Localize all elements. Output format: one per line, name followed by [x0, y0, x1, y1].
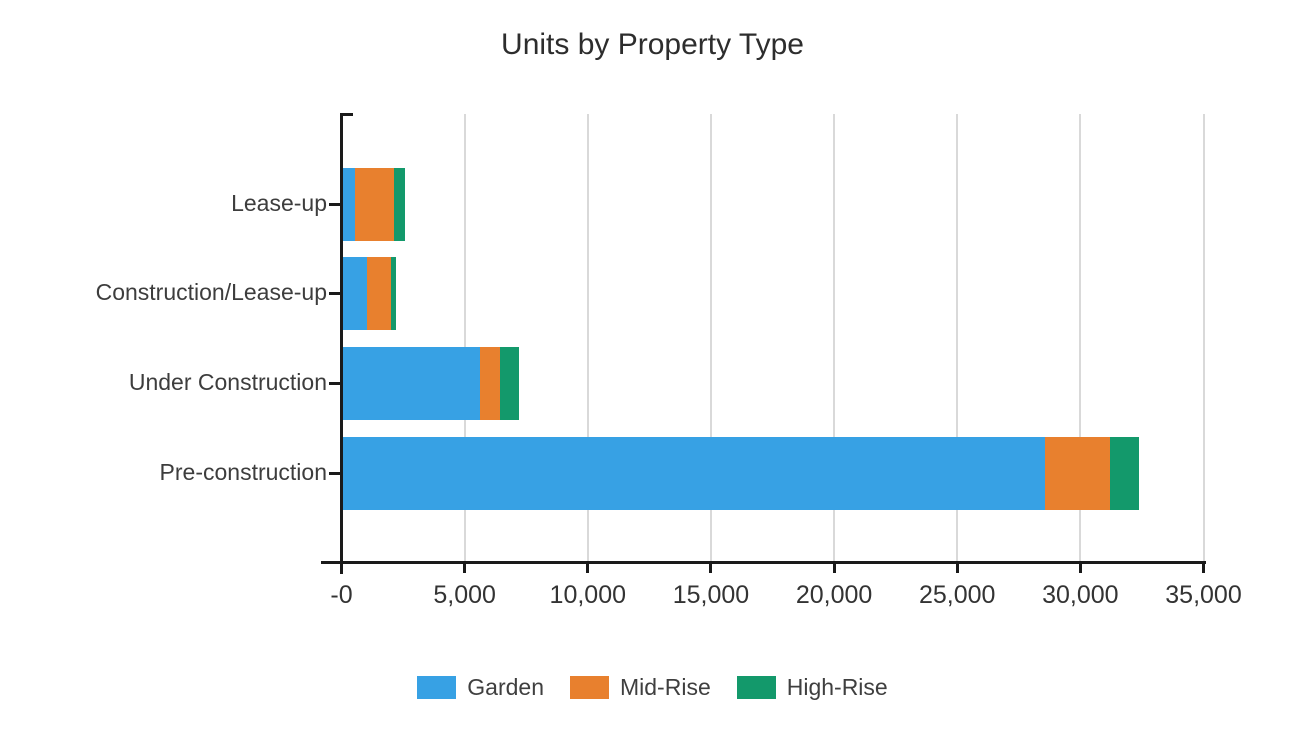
gridline-10000	[586, 114, 589, 561]
x-tick-15000	[709, 561, 713, 573]
x-tick-label-10000: 10,000	[549, 581, 627, 609]
x-tick-35000	[1202, 561, 1205, 573]
y-tick-under-construction	[329, 381, 340, 385]
x-tick-label-0: -0	[330, 581, 353, 609]
legend-item-mid-rise[interactable]: Mid-Rise	[570, 674, 711, 701]
y-axis-top-cap	[340, 113, 353, 116]
x-tick-label-20000: 20,000	[795, 581, 873, 609]
gridline-15000	[709, 114, 712, 561]
x-tick-label-25000: 25,000	[918, 581, 996, 609]
bar-segment-high-rise-lease-up	[393, 167, 406, 241]
bar-row-construction-lease-up	[342, 256, 396, 330]
gridline-30000	[1079, 114, 1082, 561]
bar-segment-garden-under-construction	[342, 346, 480, 420]
legend: Garden Mid-Rise High-Rise	[0, 674, 1305, 701]
bar-segment-high-rise-construction-lease-up	[391, 256, 396, 330]
category-label-construction-lease-up: Construction/Lease-up	[95, 279, 327, 305]
gridline-25000	[956, 114, 959, 561]
legend-label-garden: Garden	[467, 674, 544, 700]
gridline-5000	[463, 114, 466, 561]
x-tick-label-35000: 35,000	[1165, 581, 1242, 609]
gridline-35000	[1202, 114, 1205, 561]
bar-segment-garden-construction-lease-up	[342, 256, 368, 330]
legend-swatch-garden	[417, 676, 457, 699]
y-tick-lease-up	[329, 202, 340, 206]
bar-segment-mid-rise-construction-lease-up	[367, 256, 391, 330]
bar-segment-high-rise-under-construction	[499, 346, 519, 420]
gridline-20000	[833, 114, 836, 561]
x-tick-5000	[463, 561, 467, 573]
x-tick-25000	[955, 561, 959, 573]
category-label-under-construction: Under Construction	[128, 369, 327, 395]
bar-segment-mid-rise-lease-up	[354, 167, 394, 241]
legend-swatch-high-rise	[736, 676, 776, 699]
bar-segment-mid-rise-under-construction	[479, 346, 500, 420]
y-tick-pre-construction	[329, 471, 340, 475]
legend-label-mid-rise: Mid-Rise	[620, 674, 711, 700]
x-tick-label-15000: 15,000	[672, 581, 750, 609]
bar-row-pre-construction	[342, 436, 1140, 510]
bar-segment-high-rise-pre-construction	[1110, 436, 1140, 510]
x-axis	[321, 561, 1206, 564]
x-tick-label-30000: 30,000	[1042, 581, 1119, 609]
legend-item-high-rise[interactable]: High-Rise	[736, 674, 888, 701]
bar-segment-garden-pre-construction	[342, 436, 1046, 510]
bar-segment-mid-rise-pre-construction	[1045, 436, 1111, 510]
x-tick-20000	[832, 561, 836, 573]
bar-segment-garden-lease-up	[342, 167, 355, 241]
chart-title: Units by Property Type	[501, 28, 804, 61]
x-tick-label-5000: 5,000	[433, 581, 496, 609]
bar-row-under-construction	[342, 346, 519, 420]
legend-label-high-rise: High-Rise	[786, 674, 888, 700]
legend-swatch-mid-rise	[570, 676, 609, 699]
x-tick-30000	[1078, 561, 1082, 573]
legend-item-garden[interactable]: Garden	[417, 674, 544, 701]
category-label-lease-up: Lease-up	[231, 190, 327, 216]
bar-row-lease-up	[342, 167, 406, 241]
category-label-pre-construction: Pre-construction	[159, 459, 327, 485]
y-axis	[340, 113, 343, 574]
y-tick-construction-lease-up	[329, 291, 340, 295]
x-tick-10000	[586, 561, 590, 573]
